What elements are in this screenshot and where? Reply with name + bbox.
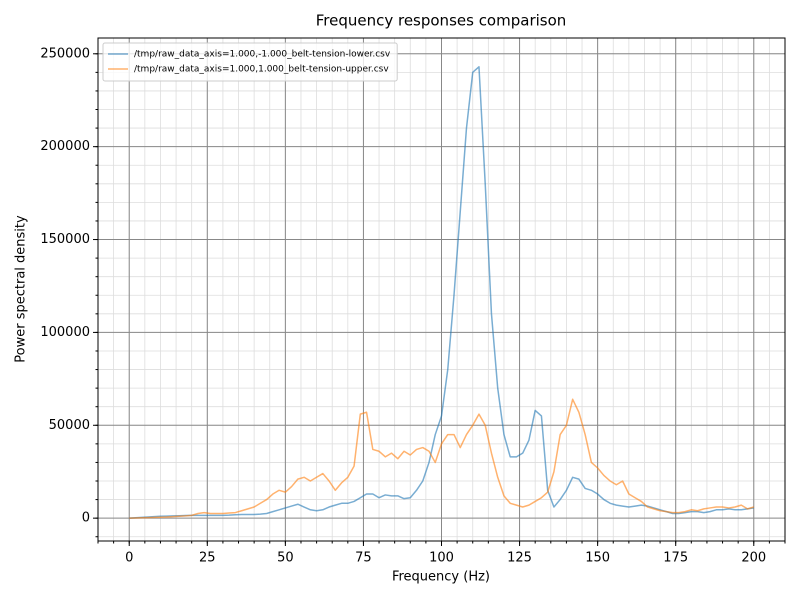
x-tick-label: 50	[277, 551, 294, 566]
y-tick-label: 50000	[49, 418, 90, 433]
x-tick-label: 175	[663, 551, 688, 566]
x-tick-label: 150	[585, 551, 610, 566]
legend: /tmp/raw_data_axis=1.000,-1.000_belt-ten…	[102, 42, 398, 82]
x-tick-label: 125	[507, 551, 532, 566]
chart-title: Frequency responses comparison	[316, 12, 567, 30]
y-tick-label: 250000	[40, 46, 90, 61]
legend-label: /tmp/raw_data_axis=1.000,-1.000_belt-ten…	[134, 50, 391, 60]
x-tick-label: 100	[429, 551, 454, 566]
y-tick-label: 200000	[40, 139, 90, 154]
x-tick-label: 0	[125, 551, 133, 566]
series-line	[129, 398, 754, 519]
y-tick-label: 100000	[40, 325, 90, 340]
y-tick-label: 0	[82, 511, 90, 526]
x-axis-label: Frequency (Hz)	[392, 570, 490, 585]
plot-frame	[97, 37, 786, 542]
x-tick-label: 75	[355, 551, 372, 566]
y-tick-label: 150000	[40, 232, 90, 247]
x-tick-label: 25	[199, 551, 216, 566]
x-tick-label: 200	[741, 551, 766, 566]
legend-label: /tmp/raw_data_axis=1.000,1.000_belt-tens…	[134, 65, 389, 75]
legend-box	[102, 42, 398, 82]
series-line	[129, 66, 754, 519]
y-axis-label: Power spectral density	[14, 215, 29, 363]
